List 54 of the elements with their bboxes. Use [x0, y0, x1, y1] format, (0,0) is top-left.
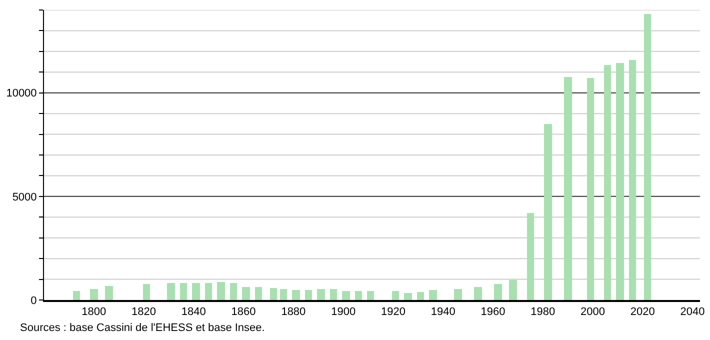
- bar: [454, 289, 462, 300]
- bar: [242, 287, 250, 300]
- bar: [330, 289, 337, 300]
- bar: [392, 291, 399, 300]
- bar: [180, 283, 187, 300]
- source-note: Sources : base Cassini de l'EHESS et base Insee.: [20, 322, 265, 334]
- bar: [604, 65, 611, 300]
- bar: [292, 290, 300, 300]
- bar: [355, 291, 362, 300]
- bar: [317, 289, 325, 300]
- bar: [167, 283, 175, 300]
- bar: [564, 77, 572, 300]
- bar: [527, 213, 534, 300]
- bar: [587, 78, 594, 300]
- y-tick-label: 0: [30, 294, 37, 307]
- x-tick-label: 1960: [480, 306, 506, 318]
- x-tick-label: 1920: [380, 306, 406, 318]
- bar: [429, 290, 437, 300]
- x-tick-label: 1980: [530, 306, 556, 318]
- bar: [544, 124, 552, 300]
- y-tick-label: 10000: [6, 88, 37, 100]
- bar: [494, 284, 502, 300]
- x-tick-label: 2000: [580, 306, 605, 318]
- bar: [474, 287, 482, 300]
- bar: [404, 293, 412, 300]
- x-tick-label: 2040: [680, 306, 705, 318]
- bar: [509, 280, 517, 300]
- x-tick-label: 1800: [82, 306, 106, 318]
- bar: [305, 290, 312, 300]
- bar: [143, 284, 150, 300]
- bar: [230, 283, 237, 300]
- x-tick-label: 1900: [331, 306, 356, 318]
- bar: [217, 282, 225, 300]
- bar: [644, 14, 651, 300]
- bar: [417, 292, 424, 300]
- x-tick-label: 2020: [630, 306, 655, 318]
- bar: [205, 283, 212, 300]
- x-tick-label: 1820: [132, 306, 156, 318]
- x-tick-label: 1860: [231, 306, 256, 318]
- bar: [629, 60, 636, 300]
- bar: [367, 291, 374, 300]
- bar: [616, 63, 624, 300]
- bar: [270, 288, 277, 300]
- bar: [105, 286, 113, 300]
- bar: [90, 289, 98, 300]
- bar: [342, 291, 350, 300]
- x-tick-label: 1940: [430, 306, 456, 318]
- x-tick-label: 1880: [281, 306, 306, 318]
- bar: [255, 287, 262, 300]
- bar: [192, 283, 200, 300]
- y-tick-label: 5000: [12, 191, 37, 204]
- bar: [73, 291, 80, 300]
- bar: [280, 289, 287, 300]
- x-tick-label: 1840: [181, 306, 206, 318]
